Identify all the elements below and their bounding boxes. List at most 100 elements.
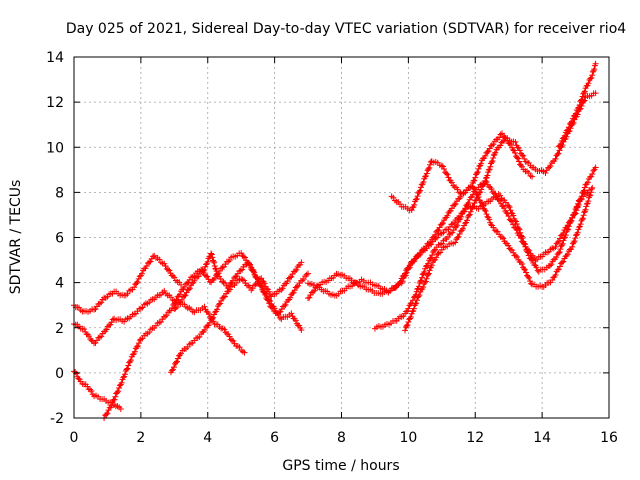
data-point (478, 186, 485, 193)
data-point (133, 280, 140, 287)
data-point (115, 388, 122, 395)
data-point (420, 284, 427, 291)
data-point (573, 207, 580, 214)
data-point (554, 239, 561, 246)
data-point (118, 379, 125, 386)
data-point (576, 102, 583, 109)
data-point (134, 343, 141, 350)
data-point (218, 297, 225, 304)
data-point (183, 289, 190, 296)
series-track-3 (71, 368, 124, 412)
data-point (547, 163, 554, 170)
data-point (568, 217, 575, 224)
data-point (520, 152, 527, 159)
data-point (131, 284, 138, 291)
data-point (288, 310, 295, 317)
data-point (512, 138, 519, 145)
data-point (277, 308, 284, 315)
data-point (485, 148, 492, 155)
data-point (568, 118, 575, 125)
data-point (524, 246, 531, 253)
data-point (282, 301, 289, 308)
data-point (210, 314, 217, 321)
data-point (509, 218, 516, 225)
y-tick-label: 12 (46, 95, 64, 111)
data-point (125, 362, 132, 369)
data-point (466, 211, 473, 218)
data-point (502, 134, 509, 141)
data-point (298, 327, 305, 334)
data-point (213, 268, 220, 275)
data-point (572, 110, 579, 117)
data-point (98, 299, 105, 306)
data-point (208, 251, 215, 258)
y-tick-label: 8 (55, 185, 64, 201)
data-point (473, 170, 480, 177)
data-point (221, 293, 228, 300)
data-point (526, 274, 533, 281)
data-point (292, 268, 299, 275)
data-point (429, 252, 436, 259)
data-point (422, 278, 429, 285)
data-point (510, 212, 517, 219)
data-point (515, 155, 522, 162)
data-point (484, 172, 491, 179)
data-point (414, 193, 421, 200)
data-point (214, 306, 221, 313)
data-point (240, 253, 247, 260)
data-point (84, 383, 91, 390)
data-point (496, 134, 503, 141)
data-point (553, 254, 560, 261)
data-point (217, 275, 224, 282)
data-point (521, 155, 528, 162)
data-point (579, 93, 586, 100)
data-point (589, 170, 596, 177)
data-point (556, 249, 563, 256)
data-point (278, 306, 285, 313)
data-point (405, 305, 412, 312)
data-point (552, 271, 559, 278)
data-point (279, 285, 286, 292)
data-point (531, 254, 538, 261)
data-point (569, 115, 576, 122)
series-track-11 (388, 130, 536, 214)
data-point (135, 275, 142, 282)
data-point (479, 202, 486, 209)
data-point (417, 184, 424, 191)
data-point (478, 160, 485, 167)
data-point (427, 255, 434, 262)
data-point (218, 265, 225, 272)
data-point (559, 231, 566, 238)
data-point (467, 208, 474, 215)
data-point (452, 200, 459, 207)
data-point (521, 266, 528, 273)
data-point (492, 149, 499, 156)
data-point (127, 357, 134, 364)
data-point (263, 293, 270, 300)
data-point (526, 247, 533, 254)
x-tick-label: 6 (270, 430, 279, 446)
data-point (591, 66, 598, 73)
data-point (157, 318, 164, 325)
data-point (490, 224, 497, 231)
y-tick-label: 2 (55, 321, 64, 337)
data-point (443, 170, 450, 177)
data-point (163, 312, 170, 319)
data-point (266, 288, 273, 295)
data-point (444, 171, 451, 178)
data-point (170, 272, 177, 279)
series-track-8 (305, 183, 596, 299)
data-point (487, 163, 494, 170)
data-point (518, 162, 525, 169)
data-point (461, 208, 468, 215)
data-point (482, 175, 489, 182)
data-point (428, 262, 435, 269)
data-point (472, 174, 479, 181)
data-point (292, 317, 299, 324)
data-point (236, 268, 243, 275)
data-point (299, 277, 306, 284)
data-point (474, 194, 481, 201)
data-point (529, 173, 536, 180)
data-point (490, 141, 497, 148)
data-point (555, 250, 562, 257)
